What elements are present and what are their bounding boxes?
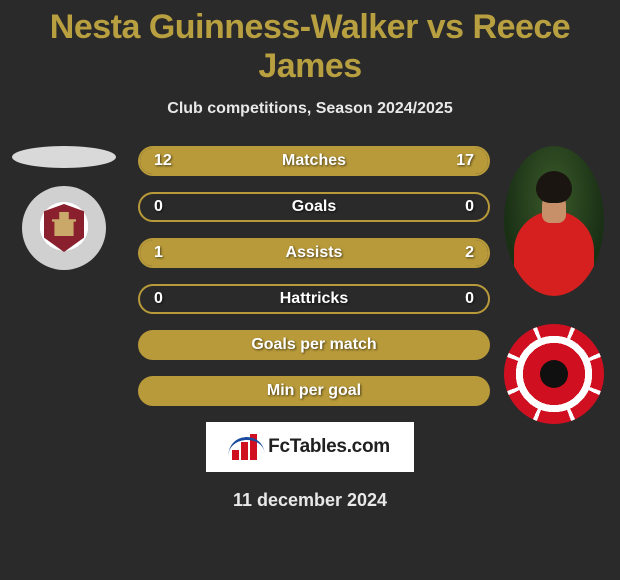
stat-label: Hattricks	[280, 290, 348, 308]
stat-value-right: 2	[465, 244, 474, 262]
brand-name: FcTables.com	[268, 436, 390, 458]
stat-row-goals: 0 Goals 0	[138, 192, 490, 222]
stat-value-left: 0	[154, 198, 163, 216]
stat-value-right: 0	[465, 290, 474, 308]
stat-label: Goals	[292, 198, 336, 216]
derived-row-gpm: Goals per match	[138, 330, 490, 360]
stat-value-right: 0	[465, 198, 474, 216]
stat-value-right: 17	[456, 152, 474, 170]
stat-label: Matches	[282, 152, 346, 170]
derived-label: Min per goal	[267, 382, 361, 400]
player-right-photo	[504, 146, 604, 296]
brand-box: FcTables.com	[206, 422, 414, 472]
stat-label: Assists	[286, 244, 343, 262]
stat-value-left: 0	[154, 290, 163, 308]
brand-chart-icon	[230, 434, 262, 460]
player-left-placeholder	[12, 146, 116, 168]
stat-bars: 12 Matches 17 0 Goals 0 1 Assists 2 0 Ha…	[138, 146, 490, 406]
stat-row-assists: 1 Assists 2	[138, 238, 490, 268]
stat-row-hattricks: 0 Hattricks 0	[138, 284, 490, 314]
stat-value-left: 12	[154, 152, 172, 170]
stat-row-matches: 12 Matches 17	[138, 146, 490, 176]
derived-row-mpg: Min per goal	[138, 376, 490, 406]
page-title: Nesta Guinness-Walker vs Reece James	[0, 0, 620, 86]
comparison-panel: 12 Matches 17 0 Goals 0 1 Assists 2 0 Ha…	[0, 146, 620, 406]
stat-value-left: 1	[154, 244, 163, 262]
player-left-column	[8, 146, 120, 270]
player-right-jersey	[514, 211, 594, 296]
club-crest-right	[504, 324, 604, 424]
page-subtitle: Club competitions, Season 2024/2025	[0, 100, 620, 118]
page-date: 11 december 2024	[0, 490, 620, 511]
player-right-column	[498, 146, 610, 424]
club-crest-left	[22, 186, 106, 270]
derived-label: Goals per match	[251, 336, 376, 354]
